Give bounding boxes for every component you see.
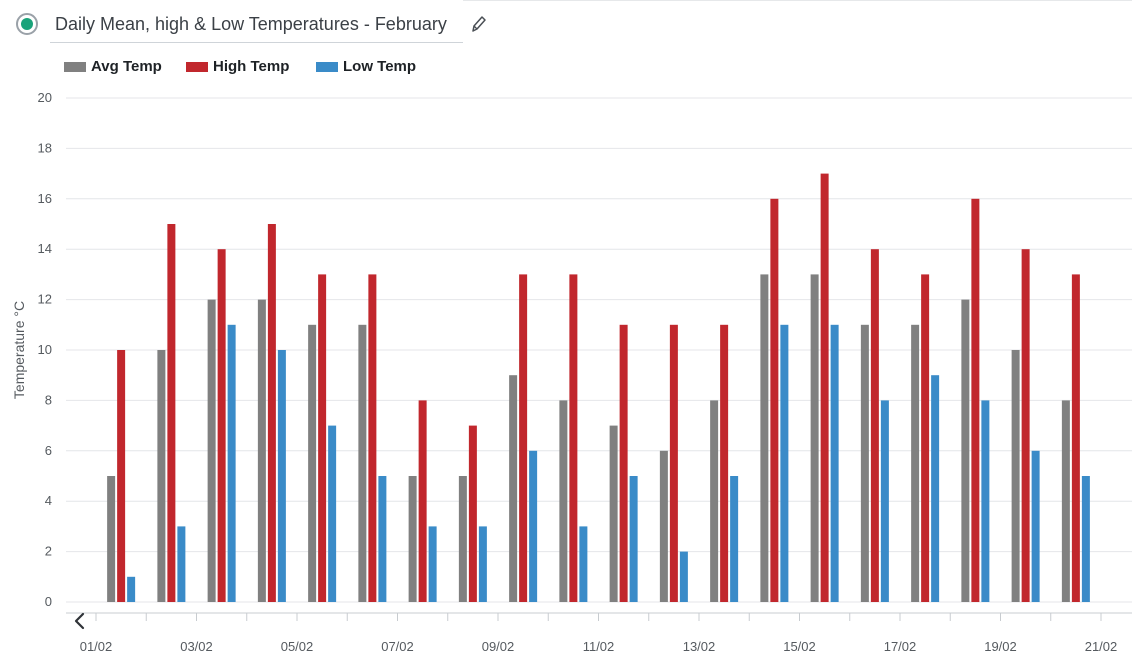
bar-high-temp	[720, 324, 729, 602]
x-tick-label: 01/02	[80, 639, 113, 654]
y-tick-label: 14	[38, 241, 52, 256]
bar-low-temp	[529, 450, 538, 602]
bar-low-temp	[780, 324, 789, 602]
bar-avg-temp	[308, 324, 317, 602]
x-tick-label: 19/02	[984, 639, 1017, 654]
y-tick-label: 12	[38, 292, 52, 307]
bar-high-temp	[870, 249, 879, 602]
bar-low-temp	[679, 551, 688, 602]
bar-avg-temp	[1011, 350, 1020, 602]
y-tick-label: 2	[45, 544, 52, 559]
y-tick-label: 18	[38, 140, 52, 155]
bar-avg-temp	[860, 324, 869, 602]
legend-swatch	[64, 62, 86, 72]
bar-avg-temp	[509, 375, 518, 602]
bar-low-temp	[830, 324, 839, 602]
bar-low-temp	[931, 375, 940, 602]
bar-low-temp	[177, 526, 186, 602]
x-tick-label: 03/02	[180, 639, 213, 654]
bar-high-temp	[468, 425, 477, 602]
bar-high-temp	[117, 350, 126, 602]
bar-high-temp	[217, 249, 226, 602]
legend-label: High Temp	[213, 58, 290, 75]
x-tick-label: 07/02	[381, 639, 414, 654]
y-tick-label: 16	[38, 191, 52, 206]
bar-high-temp	[569, 274, 578, 602]
bar-high-temp	[267, 224, 276, 602]
legend-label: Avg Temp	[91, 58, 162, 75]
bar-avg-temp	[609, 425, 618, 602]
bar-low-temp	[1031, 450, 1040, 602]
bar-avg-temp	[559, 400, 568, 602]
bar-avg-temp	[710, 400, 719, 602]
bar-high-temp	[167, 224, 176, 602]
bar-low-temp	[478, 526, 487, 602]
bar-high-temp	[1071, 274, 1080, 602]
bar-high-temp	[619, 324, 628, 602]
bar-high-temp	[921, 274, 930, 602]
bar-avg-temp	[458, 476, 467, 602]
x-tick-label: 21/02	[1085, 639, 1118, 654]
header-divider	[463, 0, 1132, 1]
bar-low-temp	[277, 350, 286, 602]
bar-low-temp	[378, 476, 387, 602]
chart-title-field[interactable]: Daily Mean, high & Low Temperatures - Fe…	[50, 10, 463, 43]
x-tick-label: 05/02	[281, 639, 314, 654]
bar-high-temp	[318, 274, 327, 602]
bar-low-temp	[981, 400, 990, 602]
bar-high-temp	[418, 400, 427, 602]
bar-avg-temp	[207, 299, 216, 602]
bar-avg-temp	[157, 350, 166, 602]
y-axis-title: Temperature °C	[11, 301, 27, 399]
y-tick-label: 10	[38, 342, 52, 357]
legend-swatch	[186, 62, 208, 72]
bar-avg-temp	[408, 476, 417, 602]
bar-low-temp	[1081, 476, 1090, 602]
bar-avg-temp	[358, 324, 367, 602]
bar-high-temp	[519, 274, 528, 602]
chart-title: Daily Mean, high & Low Temperatures - Fe…	[55, 14, 447, 34]
x-tick-label: 09/02	[482, 639, 515, 654]
y-tick-label: 20	[38, 90, 52, 105]
chart-header: Daily Mean, high & Low Temperatures - Fe…	[0, 0, 1132, 48]
bar-avg-temp	[1061, 400, 1070, 602]
bar-low-temp	[579, 526, 588, 602]
x-tick-label: 15/02	[783, 639, 816, 654]
bar-avg-temp	[810, 274, 819, 602]
bar-low-temp	[629, 476, 638, 602]
status-indicator-icon[interactable]	[16, 13, 38, 35]
bar-high-temp	[669, 324, 678, 602]
bar-low-temp	[428, 526, 437, 602]
bar-avg-temp	[911, 324, 920, 602]
bar-avg-temp	[961, 299, 970, 602]
bar-low-temp	[227, 324, 236, 602]
bar-low-temp	[328, 425, 337, 602]
chevron-left-icon[interactable]	[70, 610, 90, 632]
y-tick-label: 0	[45, 594, 52, 609]
bar-avg-temp	[107, 476, 116, 602]
legend-swatch	[316, 62, 338, 72]
bar-high-temp	[820, 173, 829, 602]
x-tick-label: 17/02	[884, 639, 917, 654]
bar-low-temp	[880, 400, 889, 602]
bar-low-temp	[730, 476, 739, 602]
bar-high-temp	[368, 274, 377, 602]
legend-label: Low Temp	[343, 58, 417, 75]
y-tick-label: 6	[45, 443, 52, 458]
y-tick-label: 8	[45, 392, 52, 407]
bar-high-temp	[971, 198, 980, 603]
x-tick-label: 13/02	[683, 639, 716, 654]
bar-avg-temp	[760, 274, 769, 602]
bar-low-temp	[127, 576, 136, 602]
y-tick-label: 4	[45, 493, 52, 508]
bar-avg-temp	[257, 299, 266, 602]
x-tick-label: 11/02	[583, 639, 615, 654]
bar-high-temp	[1021, 249, 1030, 602]
bar-avg-temp	[659, 450, 668, 602]
pencil-edit-icon[interactable]	[469, 14, 487, 34]
bar-high-temp	[770, 198, 779, 603]
